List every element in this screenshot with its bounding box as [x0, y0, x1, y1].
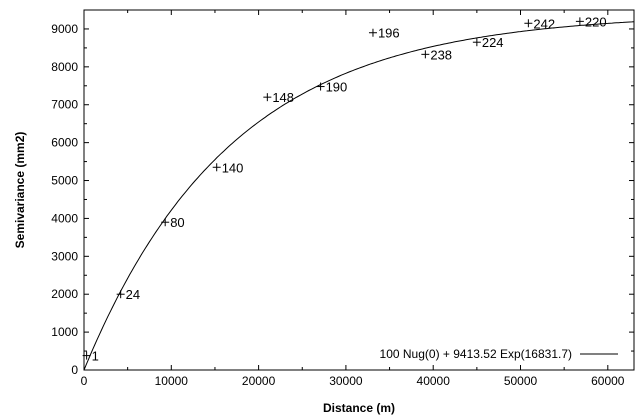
x-tick-label: 50000 — [504, 374, 538, 388]
data-point: 224 — [472, 35, 504, 50]
y-tick-label: 3000 — [51, 249, 78, 263]
point-pair-count-label: 238 — [430, 47, 452, 62]
plot-frame — [83, 9, 635, 371]
points-group: 1 24 80 140 148 190 196 238 224 242 220 — [82, 14, 607, 364]
data-point: 24 — [116, 287, 140, 302]
x-tick-label: 60000 — [591, 374, 625, 388]
point-pair-count-label: 80 — [170, 215, 184, 230]
point-pair-count-label: 224 — [482, 35, 504, 50]
point-pair-count-label: 140 — [222, 160, 244, 175]
x-axis-label: Distance (m) — [323, 401, 395, 415]
data-point: 80 — [161, 215, 185, 230]
data-point: 196 — [368, 26, 400, 41]
y-tick-label: 9000 — [51, 22, 78, 36]
data-point: 220 — [575, 14, 607, 29]
x-tick-label: 40000 — [417, 374, 451, 388]
x-tick-label: 10000 — [155, 374, 189, 388]
point-pair-count-label: 1 — [92, 349, 99, 364]
model-curve — [83, 21, 635, 371]
y-tick-label: 4000 — [51, 211, 78, 225]
x-tick-label: 20000 — [242, 374, 276, 388]
y-tick-label: 1000 — [51, 325, 78, 339]
data-point: 238 — [421, 47, 452, 62]
point-pair-count-label: 190 — [326, 80, 348, 95]
point-pair-count-label: 24 — [126, 287, 140, 302]
y-tick-label: 0 — [71, 363, 78, 377]
data-point: 148 — [263, 90, 294, 105]
x-tick-label: 30000 — [329, 374, 363, 388]
point-pair-count-label: 196 — [378, 26, 400, 41]
x-tick-label: 0 — [81, 374, 88, 388]
y-tick-label: 8000 — [51, 60, 78, 74]
data-point: 190 — [316, 80, 348, 95]
y-tick-label: 2000 — [51, 287, 78, 301]
data-point: 140 — [212, 160, 244, 175]
y-tick-label: 5000 — [51, 174, 78, 188]
data-point: 1 — [82, 349, 99, 364]
y-axis-label: Semivariance (mm2) — [13, 132, 27, 249]
legend-label: 100 Nug(0) + 9413.52 Exp(16831.7) — [380, 347, 572, 361]
y-tick-label: 7000 — [51, 98, 78, 112]
axes-group: 0 10000 20000 30000 40000 50000 60000 0 1000 2000… — [51, 9, 635, 388]
model-curve-group — [83, 21, 635, 371]
y-tick-label: 6000 — [51, 136, 78, 150]
data-point: 242 — [524, 16, 555, 31]
point-pair-count-label: 220 — [585, 14, 607, 29]
point-pair-count-label: 148 — [272, 90, 294, 105]
legend-group: 100 Nug(0) + 9413.52 Exp(16831.7) — [380, 347, 618, 361]
point-pair-count-label: 242 — [533, 16, 555, 31]
